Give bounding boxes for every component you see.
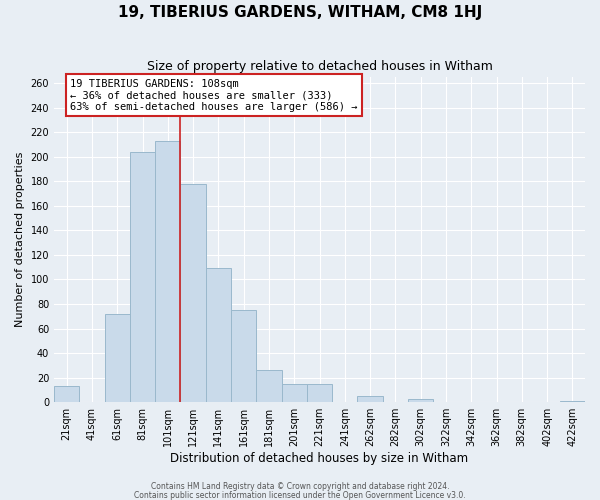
Bar bbox=[408, 398, 433, 402]
Text: 19, TIBERIUS GARDENS, WITHAM, CM8 1HJ: 19, TIBERIUS GARDENS, WITHAM, CM8 1HJ bbox=[118, 5, 482, 20]
Bar bbox=[54, 386, 79, 402]
Bar bbox=[560, 401, 585, 402]
Bar bbox=[358, 396, 383, 402]
Text: Contains HM Land Registry data © Crown copyright and database right 2024.: Contains HM Land Registry data © Crown c… bbox=[151, 482, 449, 491]
Bar bbox=[256, 370, 281, 402]
Bar bbox=[181, 184, 206, 402]
Bar bbox=[281, 384, 307, 402]
Bar bbox=[307, 384, 332, 402]
Y-axis label: Number of detached properties: Number of detached properties bbox=[15, 152, 25, 328]
Bar bbox=[155, 141, 181, 402]
Bar bbox=[130, 152, 155, 402]
Title: Size of property relative to detached houses in Witham: Size of property relative to detached ho… bbox=[146, 60, 493, 73]
Bar bbox=[104, 314, 130, 402]
Bar bbox=[206, 268, 231, 402]
Text: Contains public sector information licensed under the Open Government Licence v3: Contains public sector information licen… bbox=[134, 490, 466, 500]
Text: 19 TIBERIUS GARDENS: 108sqm
← 36% of detached houses are smaller (333)
63% of se: 19 TIBERIUS GARDENS: 108sqm ← 36% of det… bbox=[70, 78, 358, 112]
Bar bbox=[231, 310, 256, 402]
X-axis label: Distribution of detached houses by size in Witham: Distribution of detached houses by size … bbox=[170, 452, 469, 465]
